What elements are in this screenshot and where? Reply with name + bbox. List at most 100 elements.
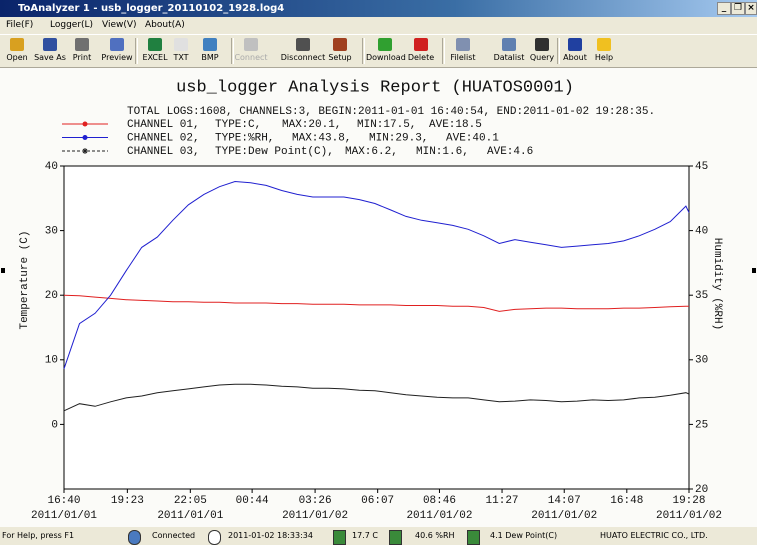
toolbar-label: Setup <box>328 53 352 62</box>
menu-item[interactable]: View(V) <box>102 20 137 30</box>
toolbar-icon <box>10 38 24 51</box>
toolbar-label: EXCEL <box>142 53 168 62</box>
legend-marker <box>82 121 88 127</box>
toolbar-button[interactable]: About <box>560 37 590 65</box>
chart-subtitle: TOTAL LOGS:1608, CHANNELS:3, BEGIN:2011-… <box>127 106 655 118</box>
y2-tick-label: 30 <box>695 355 708 367</box>
legend-field: AVE:4.6 <box>487 146 533 158</box>
y-axis-label: Temperature (C) <box>19 230 31 329</box>
toolbar-icon <box>502 38 516 51</box>
toolbar-button[interactable]: Save As <box>33 37 67 65</box>
legend-field: MAX:6.2, <box>345 146 398 158</box>
toolbar-label: Preview <box>101 53 133 62</box>
toolbar-icon <box>296 38 310 51</box>
toolbar-icon <box>535 38 549 51</box>
toolbar-icon <box>43 38 57 51</box>
toolbar-button[interactable]: Print <box>66 37 98 65</box>
status-company: HUATO ELECTRIC CO., LTD. <box>600 531 708 540</box>
toolbar-label: Save As <box>34 53 66 62</box>
toolbar-button[interactable]: Help <box>589 37 619 65</box>
menu-item[interactable]: About(A) <box>145 20 185 30</box>
legend-field: TYPE:%RH, <box>215 132 274 144</box>
x-tick-label: 19:28 <box>672 495 705 507</box>
x-tick-date: 2011/01/01 <box>31 510 97 522</box>
toolbar-button[interactable]: Query <box>526 37 558 65</box>
toolbar-label: Connect <box>234 53 268 62</box>
legend-field: AVE:18.5 <box>429 119 482 131</box>
close-button[interactable]: × <box>745 2 757 15</box>
x-tick-label: 11:27 <box>486 495 519 507</box>
toolbar-icon <box>414 38 428 51</box>
window-title: ToAnalyzer 1 - usb_logger_20110102_1928.… <box>18 3 285 14</box>
x-tick-date: 2011/01/02 <box>656 510 722 522</box>
status-time: 2011-01-02 18:33:34 <box>228 531 313 540</box>
toolbar-label: Help <box>594 53 614 62</box>
x-tick-label: 03:26 <box>299 495 332 507</box>
legend-field: TYPE:Dew Point(C), <box>215 146 334 158</box>
toolbar-icon <box>456 38 470 51</box>
toolbar-separator <box>557 38 560 64</box>
handle <box>1 268 5 273</box>
legend-field: MAX:43.8, <box>292 132 351 144</box>
legend-field: MIN:1.6, <box>416 146 469 158</box>
menu-item[interactable]: File(F) <box>6 20 34 30</box>
y-tick-label: 30 <box>45 226 58 238</box>
handle <box>752 268 756 273</box>
legend-field: TYPE:C, <box>215 119 261 131</box>
toolbar-label: TXT <box>173 53 189 62</box>
menu-item[interactable]: Logger(L) <box>50 20 94 30</box>
y2-axis-label: Humidity (%RH) <box>711 238 723 330</box>
series-line <box>63 180 690 369</box>
toolbar-label: Delete <box>407 53 435 62</box>
chart-title: usb_logger Analysis Report (HUATOS0001) <box>176 78 574 97</box>
toolbar-button[interactable]: BMP <box>196 37 224 65</box>
x-tick-date: 2011/01/02 <box>531 510 597 522</box>
toolbar-label: Disconnect <box>280 53 326 62</box>
toolbar-icon <box>174 38 188 51</box>
toolbar-label: About <box>563 53 587 62</box>
toolbar-button[interactable]: Setup <box>325 37 355 65</box>
legend-label: CHANNEL 03, <box>127 146 200 158</box>
status-connection: Connected <box>152 531 196 540</box>
toolbar-button[interactable]: Connect <box>234 37 268 65</box>
legend-field: MIN:29.3, <box>369 132 428 144</box>
toolbar-icon <box>378 38 392 51</box>
x-tick-label: 06:07 <box>361 495 394 507</box>
restore-button[interactable]: ❐ <box>731 2 745 15</box>
toolbar-button[interactable]: Preview <box>100 37 134 65</box>
x-tick-label: 00:44 <box>236 495 269 507</box>
menu-bar: File(F) Logger(L) View(V) About(A) <box>0 17 757 33</box>
legend-field: MIN:17.5, <box>357 119 416 131</box>
toolbar-separator <box>135 38 138 64</box>
y2-tick-label: 20 <box>695 484 708 496</box>
legend-field: AVE:40.1 <box>446 132 499 144</box>
toolbar-button[interactable]: Download <box>366 37 406 65</box>
toolbar-icon <box>75 38 89 51</box>
toolbar-button[interactable]: Delete <box>404 37 438 65</box>
toolbar-button[interactable]: Open <box>2 37 32 65</box>
legend-marker <box>82 135 88 140</box>
x-tick-date: 2011/01/02 <box>282 510 348 522</box>
toolbar-button[interactable]: Datalist <box>490 37 528 65</box>
toolbar-separator <box>362 38 365 64</box>
x-tick-date: 2011/01/02 <box>406 510 472 522</box>
toolbar: Open Save As Print Preview EXCEL TXT BMP Connec… <box>0 34 757 68</box>
status-humidity: 40.6 %RH <box>415 531 455 540</box>
y-tick-label: 20 <box>45 290 58 302</box>
series-line <box>63 383 690 412</box>
x-tick-label: 22:05 <box>174 495 207 507</box>
x-tick-label: 14:07 <box>548 495 581 507</box>
toolbar-label: Download <box>366 53 406 62</box>
toolbar-button[interactable]: Filelist <box>445 37 481 65</box>
x-tick-date: 2011/01/01 <box>157 510 223 522</box>
legend-label: CHANNEL 01, <box>127 119 200 131</box>
toolbar-button[interactable]: Disconnect <box>280 37 326 65</box>
plot-area <box>63 165 690 490</box>
toolbar-button[interactable]: TXT <box>168 37 194 65</box>
minimize-button[interactable]: _ <box>717 2 731 15</box>
x-tick-label: 19:23 <box>111 495 144 507</box>
status-temperature: 17.7 C <box>352 531 378 540</box>
title-bar: ToAnalyzer 1 - usb_logger_20110102_1928.… <box>0 0 757 17</box>
toolbar-button[interactable]: EXCEL <box>139 37 171 65</box>
